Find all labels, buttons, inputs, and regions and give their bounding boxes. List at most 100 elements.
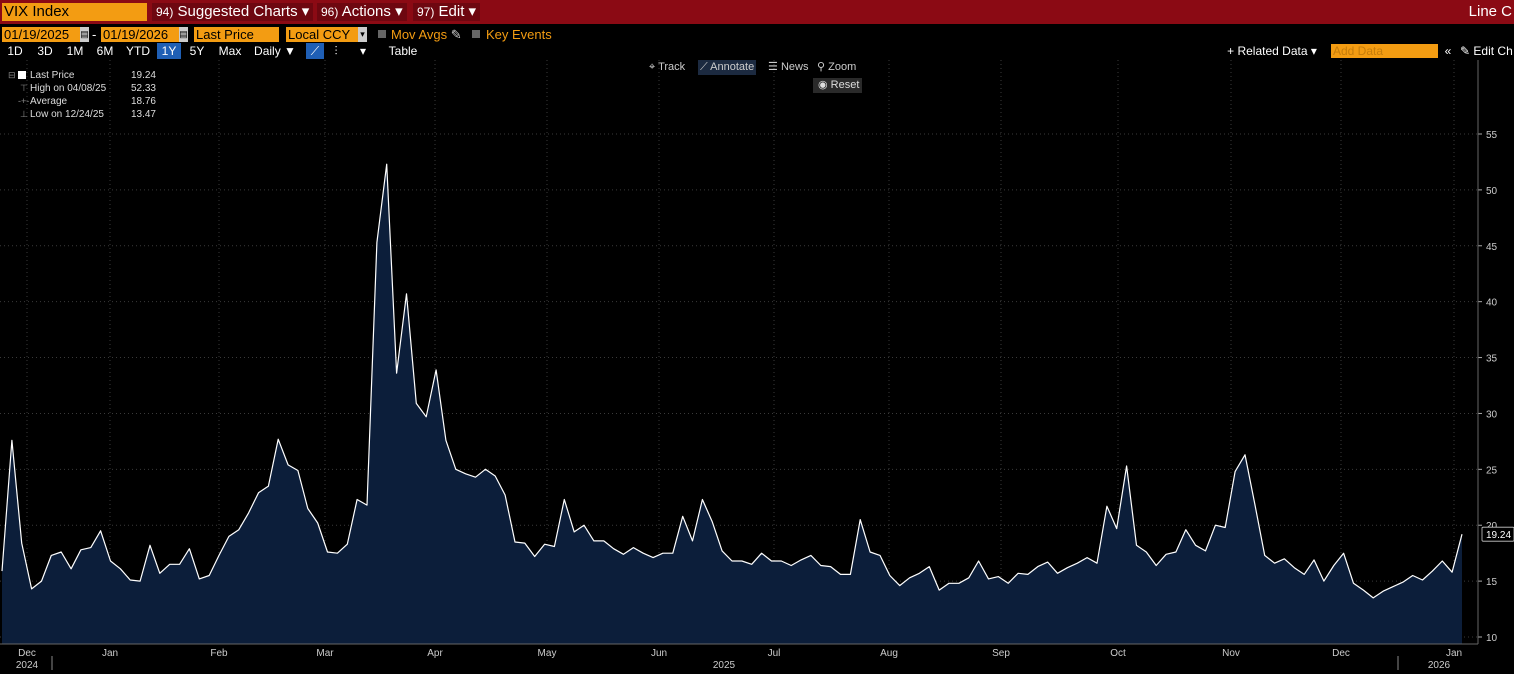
crosshair-icon: ⌖	[649, 61, 656, 73]
range-1m-button[interactable]: 1M	[66, 44, 84, 58]
magnifier-icon: ⚲	[817, 61, 826, 73]
frequency-selector[interactable]: Daily ▼	[254, 44, 296, 58]
annotate-label: Annotate	[710, 61, 755, 73]
y-tick-label: 30	[1486, 409, 1498, 420]
legend-row-high: ⊤ High on 04/08/25 52.33	[8, 82, 156, 95]
news-tool[interactable]: ☰ News	[768, 60, 808, 75]
x-tick-label: Mar	[316, 648, 334, 659]
x-year-label: 2025	[713, 660, 736, 671]
y-tick-label: 15	[1486, 577, 1498, 588]
menu-label: Suggested Charts	[177, 3, 298, 20]
legend-value: 52.33	[130, 83, 156, 94]
reset-button[interactable]: ◉ Reset	[813, 78, 862, 93]
field-selector[interactable]: Last Price	[194, 27, 279, 42]
track-tool[interactable]: ⌖ Track	[649, 60, 685, 75]
calendar-icon[interactable]: ▤	[80, 27, 89, 42]
last-value-box	[1481, 526, 1514, 542]
legend-value: 19.24	[130, 70, 156, 81]
key-events-checkbox[interactable]	[472, 30, 480, 38]
news-label: News	[780, 61, 809, 73]
date-separator: -	[92, 27, 97, 42]
range-5y-button[interactable]: 5Y	[189, 44, 205, 58]
menu-number: 97)	[417, 5, 435, 19]
legend-value: 13.47	[130, 109, 156, 120]
x-tick-label: Feb	[210, 648, 228, 659]
menu-number: 96)	[321, 5, 339, 19]
x-tick-label: May	[538, 648, 557, 659]
options-row: 01/19/2025 ▤ - 01/19/2026 ▤ Last Price L…	[0, 26, 1514, 43]
security-field[interactable]: VIX Index	[2, 3, 147, 21]
start-date-field[interactable]: 01/19/2025	[2, 27, 80, 42]
average-marker-icon: -+-	[18, 96, 30, 106]
annotate-tool[interactable]: ⟋ Annotate	[698, 60, 757, 75]
price-area-fill	[2, 164, 1462, 644]
plus-icon: +	[1227, 44, 1235, 58]
table-button[interactable]: Table	[388, 44, 418, 58]
pencil-icon[interactable]: ✎	[450, 27, 462, 42]
x-axis: Dec Jan Feb Mar Apr May Jun Jul Aug Sep Oct Nov Dec J…	[0, 643, 1478, 671]
x-tick-label: Nov	[1222, 648, 1240, 659]
grid-lines	[0, 60, 1478, 644]
x-year-label: 2026	[1428, 660, 1451, 671]
price-line	[1, 163, 1463, 599]
bar-chart-icon[interactable]: ⫶	[334, 44, 338, 58]
line-chart-icon[interactable]: ⟋	[306, 43, 324, 59]
x-tick-label: Jan	[1446, 648, 1462, 659]
zoom-tool[interactable]: ⚲ Zoom	[817, 60, 856, 75]
high-marker-icon: ⊤	[20, 83, 28, 93]
mov-avgs-label[interactable]: Mov Avgs ✎	[391, 27, 462, 42]
related-data-button[interactable]: + Related Data ▾	[1227, 44, 1317, 58]
legend-row-low: ⊥ Low on 12/24/25 13.47	[8, 108, 156, 121]
legend-row-last-price[interactable]: ⊟ Last Price 19.24	[8, 69, 156, 82]
range-6m-button[interactable]: 6M	[96, 44, 114, 58]
range-max-button[interactable]: Max	[218, 44, 242, 58]
suggested-charts-menu[interactable]: 94) Suggested Charts ▾	[152, 3, 314, 21]
range-1d-button[interactable]: 1D	[7, 44, 23, 58]
x-tick-label: Jul	[768, 648, 781, 659]
title-bar: VIX Index 94) Suggested Charts ▾ 96) Act…	[0, 0, 1514, 24]
x-tick-label: Sep	[992, 648, 1010, 659]
track-label: Track	[658, 61, 686, 73]
y-axis: 10 15 20 25 30 35 40 45 50 55 19.24	[1477, 60, 1514, 644]
news-icon: ☰	[768, 61, 778, 73]
chevron-down-icon: ▾	[468, 3, 477, 20]
y-tick-label: 45	[1486, 242, 1498, 253]
pencil-icon: ⟋	[700, 61, 708, 73]
range-3d-button[interactable]: 3D	[37, 44, 53, 58]
menu-label: Edit	[438, 3, 465, 20]
chevron-down-icon[interactable]: ▾	[359, 44, 367, 58]
currency-selector[interactable]: Local CCY	[286, 27, 358, 42]
add-data-input[interactable]: Add Data	[1331, 44, 1438, 58]
frequency-label: Daily	[254, 44, 281, 58]
collapse-icon[interactable]: «	[1444, 44, 1452, 58]
y-tick-label: 40	[1486, 298, 1498, 309]
range-1y-button[interactable]: 1Y	[157, 43, 181, 59]
reset-label: Reset	[830, 79, 860, 91]
legend-value: 18.76	[130, 96, 156, 107]
edit-chart-button[interactable]: ✎ Edit Ch	[1460, 44, 1513, 58]
chevron-down-icon: ▾	[301, 3, 310, 20]
end-date-field[interactable]: 01/19/2026	[101, 27, 179, 42]
legend-key: Last Price	[30, 70, 75, 81]
chart-legend: ⊟ Last Price 19.24 ⊤ High on 04/08/25 52…	[8, 69, 156, 121]
actions-menu[interactable]: 96) Actions ▾	[317, 3, 407, 21]
y-tick-label: 35	[1486, 354, 1498, 365]
calendar-icon[interactable]: ▤	[179, 27, 188, 42]
related-data-label: Related Data	[1237, 44, 1308, 58]
chevron-down-icon[interactable]: ▾	[358, 27, 367, 42]
x-tick-label: Oct	[1110, 648, 1126, 659]
range-ytd-button[interactable]: YTD	[126, 44, 150, 58]
legend-key: Average	[30, 96, 68, 107]
x-year-label: 2024	[16, 660, 39, 671]
menu-number: 94)	[156, 5, 174, 19]
series-color-swatch	[18, 71, 26, 79]
x-tick-label: Jun	[651, 648, 667, 659]
edit-menu[interactable]: 97) Edit ▾	[413, 3, 481, 21]
mov-avgs-checkbox[interactable]	[378, 30, 386, 38]
x-tick-label: Jan	[102, 648, 118, 659]
menu-label: Actions	[341, 3, 391, 20]
key-events-label[interactable]: Key Events	[486, 27, 552, 42]
y-tick-label: 55	[1486, 130, 1498, 141]
x-tick-label: Dec	[1332, 648, 1350, 659]
